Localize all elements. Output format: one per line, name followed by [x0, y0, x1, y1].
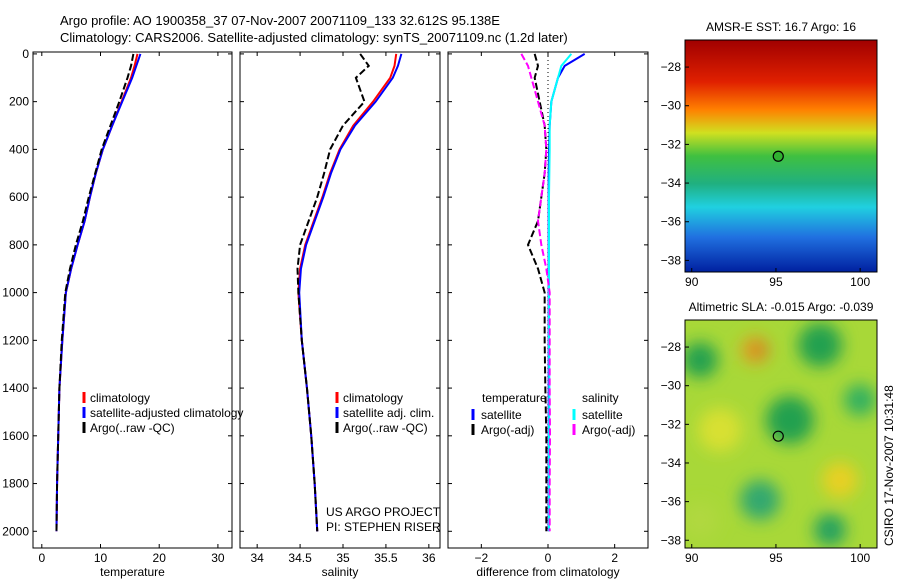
x-tick-label: 2	[611, 551, 618, 565]
y-tick-label: 1600	[2, 429, 29, 443]
series-line-salinity-argo-adj-	[520, 53, 552, 532]
y-tick-label: −28	[661, 340, 682, 354]
project-line-1: US ARGO PROJECT	[326, 505, 441, 519]
title-line-1: Argo profile: AO 1900358_37 07-Nov-2007 …	[60, 13, 500, 28]
legend-title: temperature	[482, 391, 547, 405]
legend-label: climatology	[90, 391, 150, 405]
legend-label: satellite adj. clim.	[343, 406, 434, 420]
x-tick-label: 35	[336, 551, 350, 565]
x-tick-label: 0	[38, 551, 45, 565]
y-tick-label: 1400	[2, 381, 29, 395]
series-line-argo-raw-qc-	[296, 53, 371, 532]
series-line-satellite-adj-clim-	[298, 53, 403, 532]
y-tick-label: 1800	[2, 477, 29, 491]
temperature-profile-axes	[32, 51, 233, 549]
y-tick-label: 1000	[2, 286, 29, 300]
legend-label: climatology	[343, 391, 403, 405]
series-line-argo-raw-qc-	[55, 53, 135, 532]
legend-label: satellite	[582, 408, 623, 422]
x-tick-label: 34.5	[288, 551, 312, 565]
y-tick-label: 600	[9, 190, 29, 204]
y-tick-label: −30	[661, 379, 682, 393]
x-tick-label: 36	[422, 551, 436, 565]
x-tick-label: 100	[850, 275, 870, 289]
legend-label: Argo(..raw -QC)	[343, 421, 428, 435]
x-axis-label: difference from climatology	[476, 565, 619, 579]
argo-location-marker	[772, 430, 784, 442]
x-tick-label: 30	[211, 551, 225, 565]
x-tick-label: 20	[153, 551, 167, 565]
map-frame	[684, 319, 878, 549]
x-tick-label: 95	[769, 275, 783, 289]
series-line-salinity-satellite	[548, 53, 573, 532]
y-tick-label: 0	[22, 47, 29, 61]
legend-label: Argo(-adj)	[481, 423, 534, 437]
series-line-satellite-adjusted-climatology	[55, 53, 142, 532]
y-tick-label: −38	[661, 533, 682, 547]
y-tick-label: −32	[661, 137, 682, 151]
salinity-profile-axes	[239, 51, 441, 549]
x-axis-label: temperature	[100, 565, 165, 579]
series-line-climatology	[55, 53, 139, 532]
map-title: AMSR-E SST: 16.7 Argo: 16	[706, 20, 856, 34]
y-tick-label: −36	[661, 495, 682, 509]
legend-label: Argo(..raw -QC)	[90, 421, 175, 435]
y-tick-label: 200	[9, 95, 29, 109]
map-title: Altimetric SLA: -0.015 Argo: -0.039	[689, 300, 874, 314]
x-tick-label: −2	[474, 551, 488, 565]
y-tick-label: 400	[9, 142, 29, 156]
legend-title: salinity	[582, 391, 619, 405]
project-line-2: PI: STEPHEN RISER	[326, 520, 441, 534]
legend-label: satellite-adjusted climatology	[90, 406, 243, 420]
x-tick-label: 95	[769, 551, 783, 565]
x-tick-label: 35.5	[374, 551, 398, 565]
y-tick-label: 1200	[2, 333, 29, 347]
x-axis-label: salinity	[322, 565, 359, 579]
x-tick-label: 34	[250, 551, 264, 565]
title-line-2: Climatology: CARS2006. Satellite-adjuste…	[60, 30, 568, 45]
y-tick-label: −32	[661, 417, 682, 431]
x-tick-label: 90	[685, 275, 699, 289]
x-tick-label: 10	[94, 551, 108, 565]
legend-label: Argo(-adj)	[582, 423, 635, 437]
y-tick-label: 2000	[2, 524, 29, 538]
y-tick-label: 800	[9, 238, 29, 252]
y-tick-label: −34	[661, 176, 682, 190]
legend-label: satellite	[481, 408, 522, 422]
x-tick-label: 100	[850, 551, 870, 565]
y-tick-label: −28	[661, 60, 682, 74]
sla-field	[685, 320, 877, 548]
series-line-temperature-argo-adj-	[526, 53, 548, 532]
x-tick-label: 0	[545, 551, 552, 565]
map-frame	[684, 39, 878, 273]
argo-location-marker	[772, 150, 784, 162]
y-tick-label: −34	[661, 456, 682, 470]
series-line-temperature-satellite	[547, 53, 586, 532]
y-tick-label: −30	[661, 99, 682, 113]
y-tick-label: −36	[661, 215, 682, 229]
x-tick-label: 90	[685, 551, 699, 565]
y-tick-label: −38	[661, 253, 682, 267]
